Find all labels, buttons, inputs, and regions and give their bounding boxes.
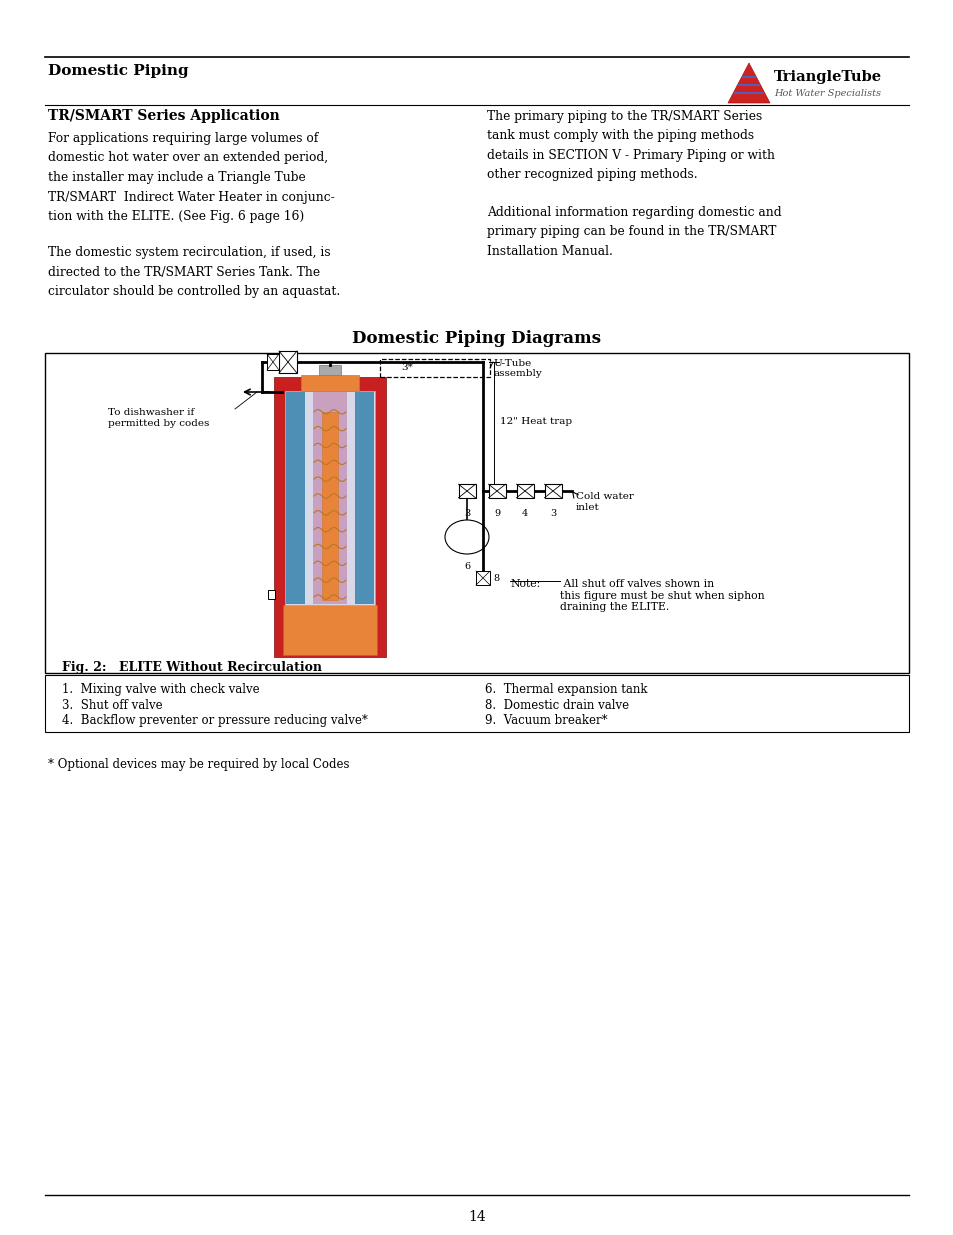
Text: 1.  Mixing valve with check valve: 1. Mixing valve with check valve: [62, 683, 259, 697]
Bar: [267, 354, 278, 370]
Text: 6: 6: [463, 562, 470, 571]
Bar: [313, 391, 347, 604]
Text: primary piping can be found in the TR/SMART: primary piping can be found in the TR/SM…: [486, 225, 776, 238]
Text: U-Tube
assembly: U-Tube assembly: [493, 359, 541, 378]
Text: For applications requiring large volumes of: For applications requiring large volumes…: [48, 132, 318, 144]
Text: Hot Water Specialists: Hot Water Specialists: [773, 89, 880, 98]
Bar: [274, 377, 386, 657]
Bar: [278, 351, 296, 373]
Text: domestic hot water over an extended period,: domestic hot water over an extended peri…: [48, 152, 328, 164]
Text: Additional information regarding domestic and: Additional information regarding domesti…: [486, 205, 781, 219]
Text: 8.  Domestic drain valve: 8. Domestic drain valve: [484, 699, 628, 711]
Text: TR/SMART Series Application: TR/SMART Series Application: [48, 109, 279, 124]
Text: 6.  Thermal expansion tank: 6. Thermal expansion tank: [484, 683, 647, 697]
Text: 3.  Shut off valve: 3. Shut off valve: [62, 699, 162, 711]
Text: To dishwasher if
permitted by codes: To dishwasher if permitted by codes: [108, 409, 209, 427]
Text: Note:: Note:: [510, 579, 539, 589]
Text: The domestic system recirculation, if used, is: The domestic system recirculation, if us…: [48, 246, 331, 259]
Bar: [488, 484, 505, 498]
Bar: [285, 391, 375, 605]
Bar: [322, 411, 337, 600]
Bar: [301, 375, 358, 391]
Bar: [45, 676, 908, 732]
Bar: [283, 605, 376, 655]
Text: TR/SMART  Indirect Water Heater in conjunc-: TR/SMART Indirect Water Heater in conjun…: [48, 190, 335, 204]
Text: 3: 3: [463, 509, 470, 517]
Text: Cold water
inlet: Cold water inlet: [576, 493, 633, 511]
Text: details in SECTION V - Primary Piping or with: details in SECTION V - Primary Piping or…: [486, 149, 774, 162]
Bar: [355, 391, 374, 604]
Text: 9: 9: [494, 509, 499, 517]
Bar: [45, 353, 908, 673]
Bar: [379, 359, 490, 377]
Text: Installation Manual.: Installation Manual.: [486, 245, 612, 258]
Text: TriangleTube: TriangleTube: [773, 70, 882, 84]
Text: Domestic Piping: Domestic Piping: [48, 64, 189, 78]
Text: Domestic Piping Diagrams: Domestic Piping Diagrams: [352, 330, 601, 347]
Bar: [286, 391, 305, 604]
Bar: [516, 484, 533, 498]
Text: All shut off valves shown in
this figure must be shut when siphon
draining the E: All shut off valves shown in this figure…: [559, 579, 763, 613]
Text: 9.  Vacuum breaker*: 9. Vacuum breaker*: [484, 714, 607, 727]
Bar: [458, 484, 475, 498]
Text: Fig. 2: ELITE Without Recirculation: Fig. 2: ELITE Without Recirculation: [62, 661, 322, 674]
Text: circulator should be controlled by an aquastat.: circulator should be controlled by an aq…: [48, 285, 340, 298]
Bar: [476, 571, 490, 585]
Text: 8: 8: [493, 573, 498, 583]
Bar: [318, 366, 340, 375]
Text: The primary piping to the TR/SMART Series: The primary piping to the TR/SMART Serie…: [486, 110, 761, 124]
Text: tion with the ELITE. (See Fig. 6 page 16): tion with the ELITE. (See Fig. 6 page 16…: [48, 210, 304, 224]
Bar: [544, 484, 561, 498]
Text: 3*: 3*: [400, 363, 413, 373]
Text: 4: 4: [521, 509, 528, 517]
Ellipse shape: [444, 520, 489, 555]
Text: 4.  Backflow preventer or pressure reducing valve*: 4. Backflow preventer or pressure reduci…: [62, 714, 368, 727]
Text: 12" Heat trap: 12" Heat trap: [499, 417, 572, 426]
Polygon shape: [727, 63, 769, 103]
Bar: [268, 590, 274, 599]
Text: directed to the TR/SMART Series Tank. The: directed to the TR/SMART Series Tank. Th…: [48, 266, 320, 279]
Text: 14: 14: [468, 1210, 485, 1224]
Text: tank must comply with the piping methods: tank must comply with the piping methods: [486, 130, 753, 142]
Text: * Optional devices may be required by local Codes: * Optional devices may be required by lo…: [48, 758, 349, 771]
Text: other recognized piping methods.: other recognized piping methods.: [486, 168, 697, 182]
Text: the installer may include a Triangle Tube: the installer may include a Triangle Tub…: [48, 170, 305, 184]
Text: 3: 3: [549, 509, 556, 517]
